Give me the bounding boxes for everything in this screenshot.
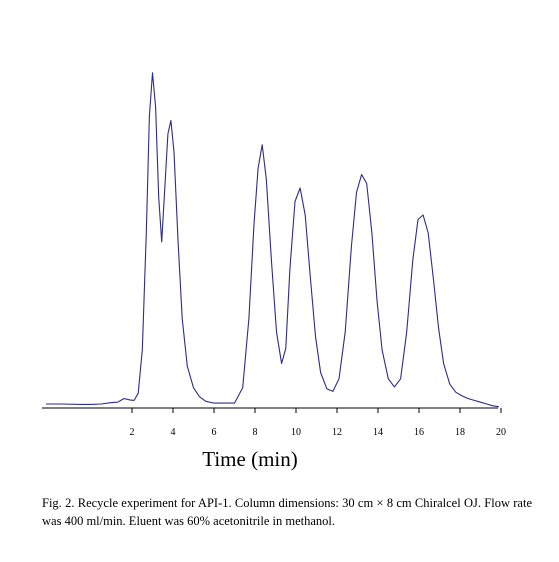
x-tick-label: 6 (212, 427, 217, 438)
x-tick-label: 12 (332, 427, 342, 438)
x-tick-label: 8 (253, 427, 258, 438)
x-tick-label: 20 (496, 427, 506, 438)
x-tick-label: 14 (373, 427, 383, 438)
chromatogram-trace (45, 72, 499, 408)
x-axis-label: Time (min) (202, 447, 297, 471)
chromatogram-chart: 2 4 6 8 10 12 14 16 18 20 Time (min) (42, 72, 506, 471)
x-tick-label: 10 (291, 427, 301, 438)
figure-caption: Fig. 2. Recycle experiment for API-1. Co… (42, 496, 532, 528)
x-tick-label: 2 (130, 427, 135, 438)
x-tick-label: 18 (455, 427, 465, 438)
x-ticks: 2 4 6 8 10 12 14 16 18 20 (130, 408, 506, 438)
x-tick-label: 4 (171, 427, 176, 438)
x-tick-label: 16 (414, 427, 424, 438)
